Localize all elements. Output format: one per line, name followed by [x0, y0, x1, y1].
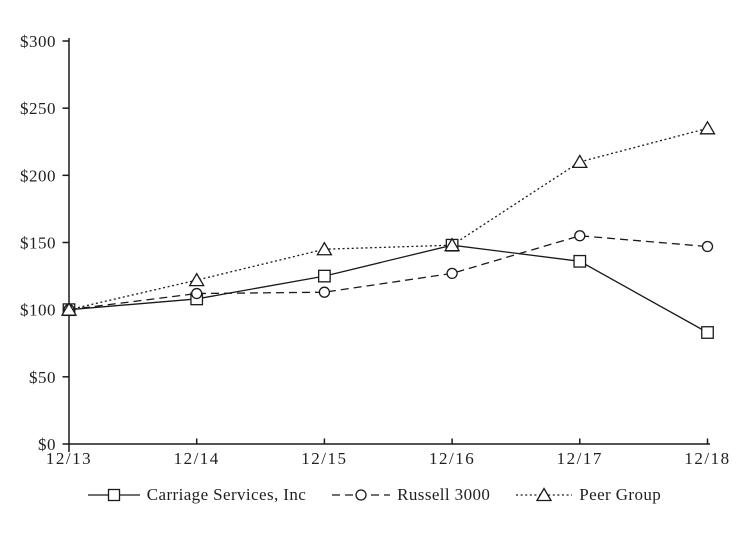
y-tick-label: $300: [20, 32, 56, 51]
legend-label: Russell 3000: [397, 485, 491, 504]
y-tick-label: $200: [20, 166, 56, 185]
legend-item-russell-3000: Russell 3000: [332, 485, 490, 505]
circle-marker: [446, 267, 458, 280]
triangle-marker: [316, 241, 333, 256]
chart-legend: Carriage Services, Inc Russell 3000 Peer…: [0, 485, 749, 505]
y-tick-label: $150: [20, 234, 56, 253]
square-marker-icon: [87, 488, 140, 502]
series-line-triangle: [68, 127, 708, 311]
triangle-marker: [188, 272, 205, 287]
square-marker: [701, 326, 714, 339]
triangle-marker-icon: [516, 487, 573, 502]
circle-marker: [701, 240, 714, 253]
x-tick-label: 12/16: [429, 449, 475, 468]
x-tick-label: 12/15: [301, 449, 347, 468]
triangle-marker: [60, 301, 78, 316]
circle-marker: [318, 286, 331, 298]
y-tick-label: $100: [20, 301, 56, 320]
chart-plot-area: $0 $50 $100 $150 $200 $250 $300 12/13 12/14 12/15…: [20, 32, 730, 468]
y-tick-label: $50: [29, 368, 56, 387]
x-tick-label: 12/18: [684, 449, 730, 468]
square-marker: [573, 254, 587, 268]
triangle-marker: [699, 120, 716, 135]
x-tick-label: 12/13: [46, 449, 92, 468]
circle-marker: [191, 287, 203, 300]
circle-marker: [574, 230, 586, 242]
triangle-marker: [571, 154, 588, 169]
square-marker: [317, 269, 331, 283]
x-tick-label: 12/14: [174, 449, 220, 468]
y-tick-label: $0: [38, 435, 56, 454]
circle-marker-icon: [332, 489, 391, 501]
series-line-square: [68, 244, 708, 334]
x-tick-label: 12/17: [557, 449, 603, 468]
y-tick-label: $250: [20, 99, 56, 118]
legend-label: Carriage Services, Inc: [146, 485, 307, 504]
legend-item-peer-group: Peer Group: [516, 485, 661, 505]
legend-item-carriage-services: Carriage Services, Inc: [87, 485, 307, 505]
series-line-circle: [68, 235, 708, 311]
triangle-marker: [443, 237, 461, 252]
legend-label: Peer Group: [579, 485, 662, 504]
